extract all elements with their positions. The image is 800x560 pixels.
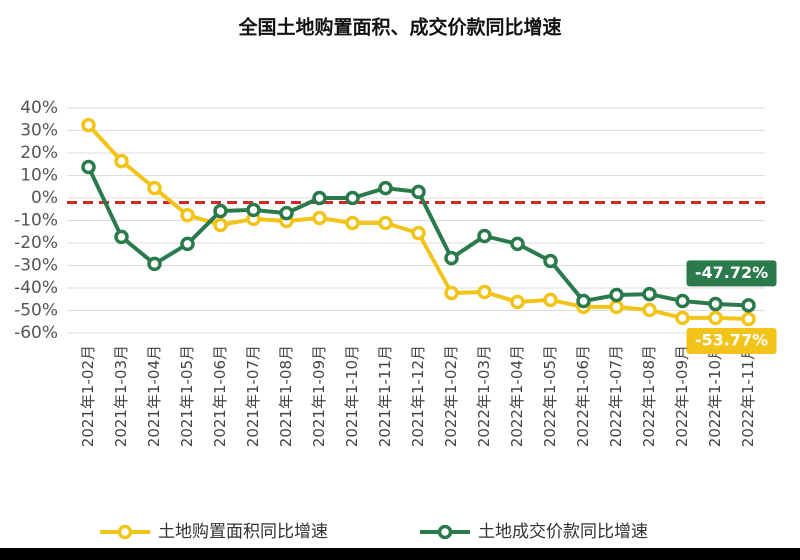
x-tick-label: 2021年1-11月 <box>376 345 394 447</box>
x-tick-label: 2021年1-06月 <box>211 345 229 447</box>
value-label: -47.72% <box>695 263 768 282</box>
data-point <box>378 215 393 231</box>
data-point <box>741 311 756 327</box>
x-tick-label: 2021年1-02月 <box>79 345 97 447</box>
x-tick-label: 2021年1-08月 <box>277 345 295 447</box>
data-point <box>510 236 525 252</box>
x-tick-label: 2021年1-09月 <box>310 345 328 447</box>
data-point <box>411 225 426 241</box>
data-point <box>213 203 228 219</box>
x-tick-label: 2022年1-09月 <box>673 345 691 447</box>
chart-title: 全国土地购置面积、成交价款同比增速 <box>237 16 561 39</box>
data-point <box>609 287 624 303</box>
data-point <box>81 117 96 133</box>
data-point <box>279 205 294 221</box>
y-tick-label: -50% <box>14 301 58 321</box>
data-point <box>114 229 129 245</box>
y-tick-label: 0% <box>31 188 58 208</box>
data-point <box>411 184 426 200</box>
data-point <box>444 250 459 266</box>
legend-marker <box>117 524 133 540</box>
legend-marker <box>437 524 453 540</box>
x-tick-label: 2022年1-04月 <box>508 345 526 447</box>
x-tick-label: 2021年1-07月 <box>244 345 262 447</box>
value-label: -53.77% <box>695 330 768 349</box>
data-point <box>741 298 756 313</box>
x-tick-label: 2021年1-12月 <box>409 345 427 447</box>
bottom-bar <box>0 548 800 560</box>
data-point <box>708 296 723 312</box>
x-tick-label: 2021年1-04月 <box>145 345 163 447</box>
y-tick-label: -20% <box>14 233 58 253</box>
data-point <box>180 207 195 223</box>
legend-label: 土地成交价款同比增速 <box>478 522 648 542</box>
y-tick-label: -30% <box>14 256 58 276</box>
data-point <box>81 159 96 175</box>
y-tick-label: -60% <box>14 323 58 343</box>
data-point <box>576 293 591 309</box>
value-label-box <box>686 260 777 287</box>
data-point <box>477 284 492 300</box>
data-point <box>675 310 690 326</box>
data-point <box>246 202 261 218</box>
data-point <box>510 294 525 310</box>
data-point <box>213 217 228 233</box>
data-point <box>675 293 690 309</box>
x-tick-label: 2022年1-06月 <box>574 345 592 447</box>
data-point <box>312 190 327 206</box>
x-tick-label: 2022年1-02月 <box>442 345 460 447</box>
y-tick-label: 40% <box>20 98 58 118</box>
x-tick-label: 2022年1-11月 <box>739 345 757 447</box>
data-point <box>543 292 558 308</box>
data-point <box>642 286 657 302</box>
y-tick-label: -40% <box>14 278 58 298</box>
data-point <box>312 210 327 226</box>
data-point <box>543 253 558 269</box>
data-point <box>444 285 459 301</box>
y-tick-label: 30% <box>20 121 58 141</box>
data-point <box>345 190 360 206</box>
data-point <box>147 256 162 272</box>
data-point <box>609 299 624 315</box>
data-point <box>708 310 723 326</box>
x-tick-label: 2021年1-10月 <box>343 345 361 447</box>
data-point <box>642 302 657 318</box>
y-tick-label: 20% <box>20 143 58 163</box>
data-point <box>345 215 360 231</box>
data-point <box>147 180 162 196</box>
legend-label: 土地购置面积同比增速 <box>158 522 328 542</box>
y-tick-label: -10% <box>14 211 58 231</box>
data-point <box>114 153 129 169</box>
x-tick-label: 2021年1-05月 <box>178 345 196 447</box>
data-point <box>378 180 393 196</box>
x-tick-label: 2022年1-10月 <box>706 345 724 447</box>
y-tick-label: 10% <box>20 166 58 186</box>
x-tick-label: 2022年1-05月 <box>541 345 559 447</box>
x-tick-label: 2022年1-03月 <box>475 345 493 447</box>
data-point <box>180 236 195 252</box>
x-tick-label: 2022年1-08月 <box>640 345 658 447</box>
x-tick-label: 2022年1-07月 <box>607 345 625 447</box>
x-tick-label: 2021年1-03月 <box>112 345 130 447</box>
data-point <box>477 228 492 244</box>
value-label-box <box>686 327 777 354</box>
